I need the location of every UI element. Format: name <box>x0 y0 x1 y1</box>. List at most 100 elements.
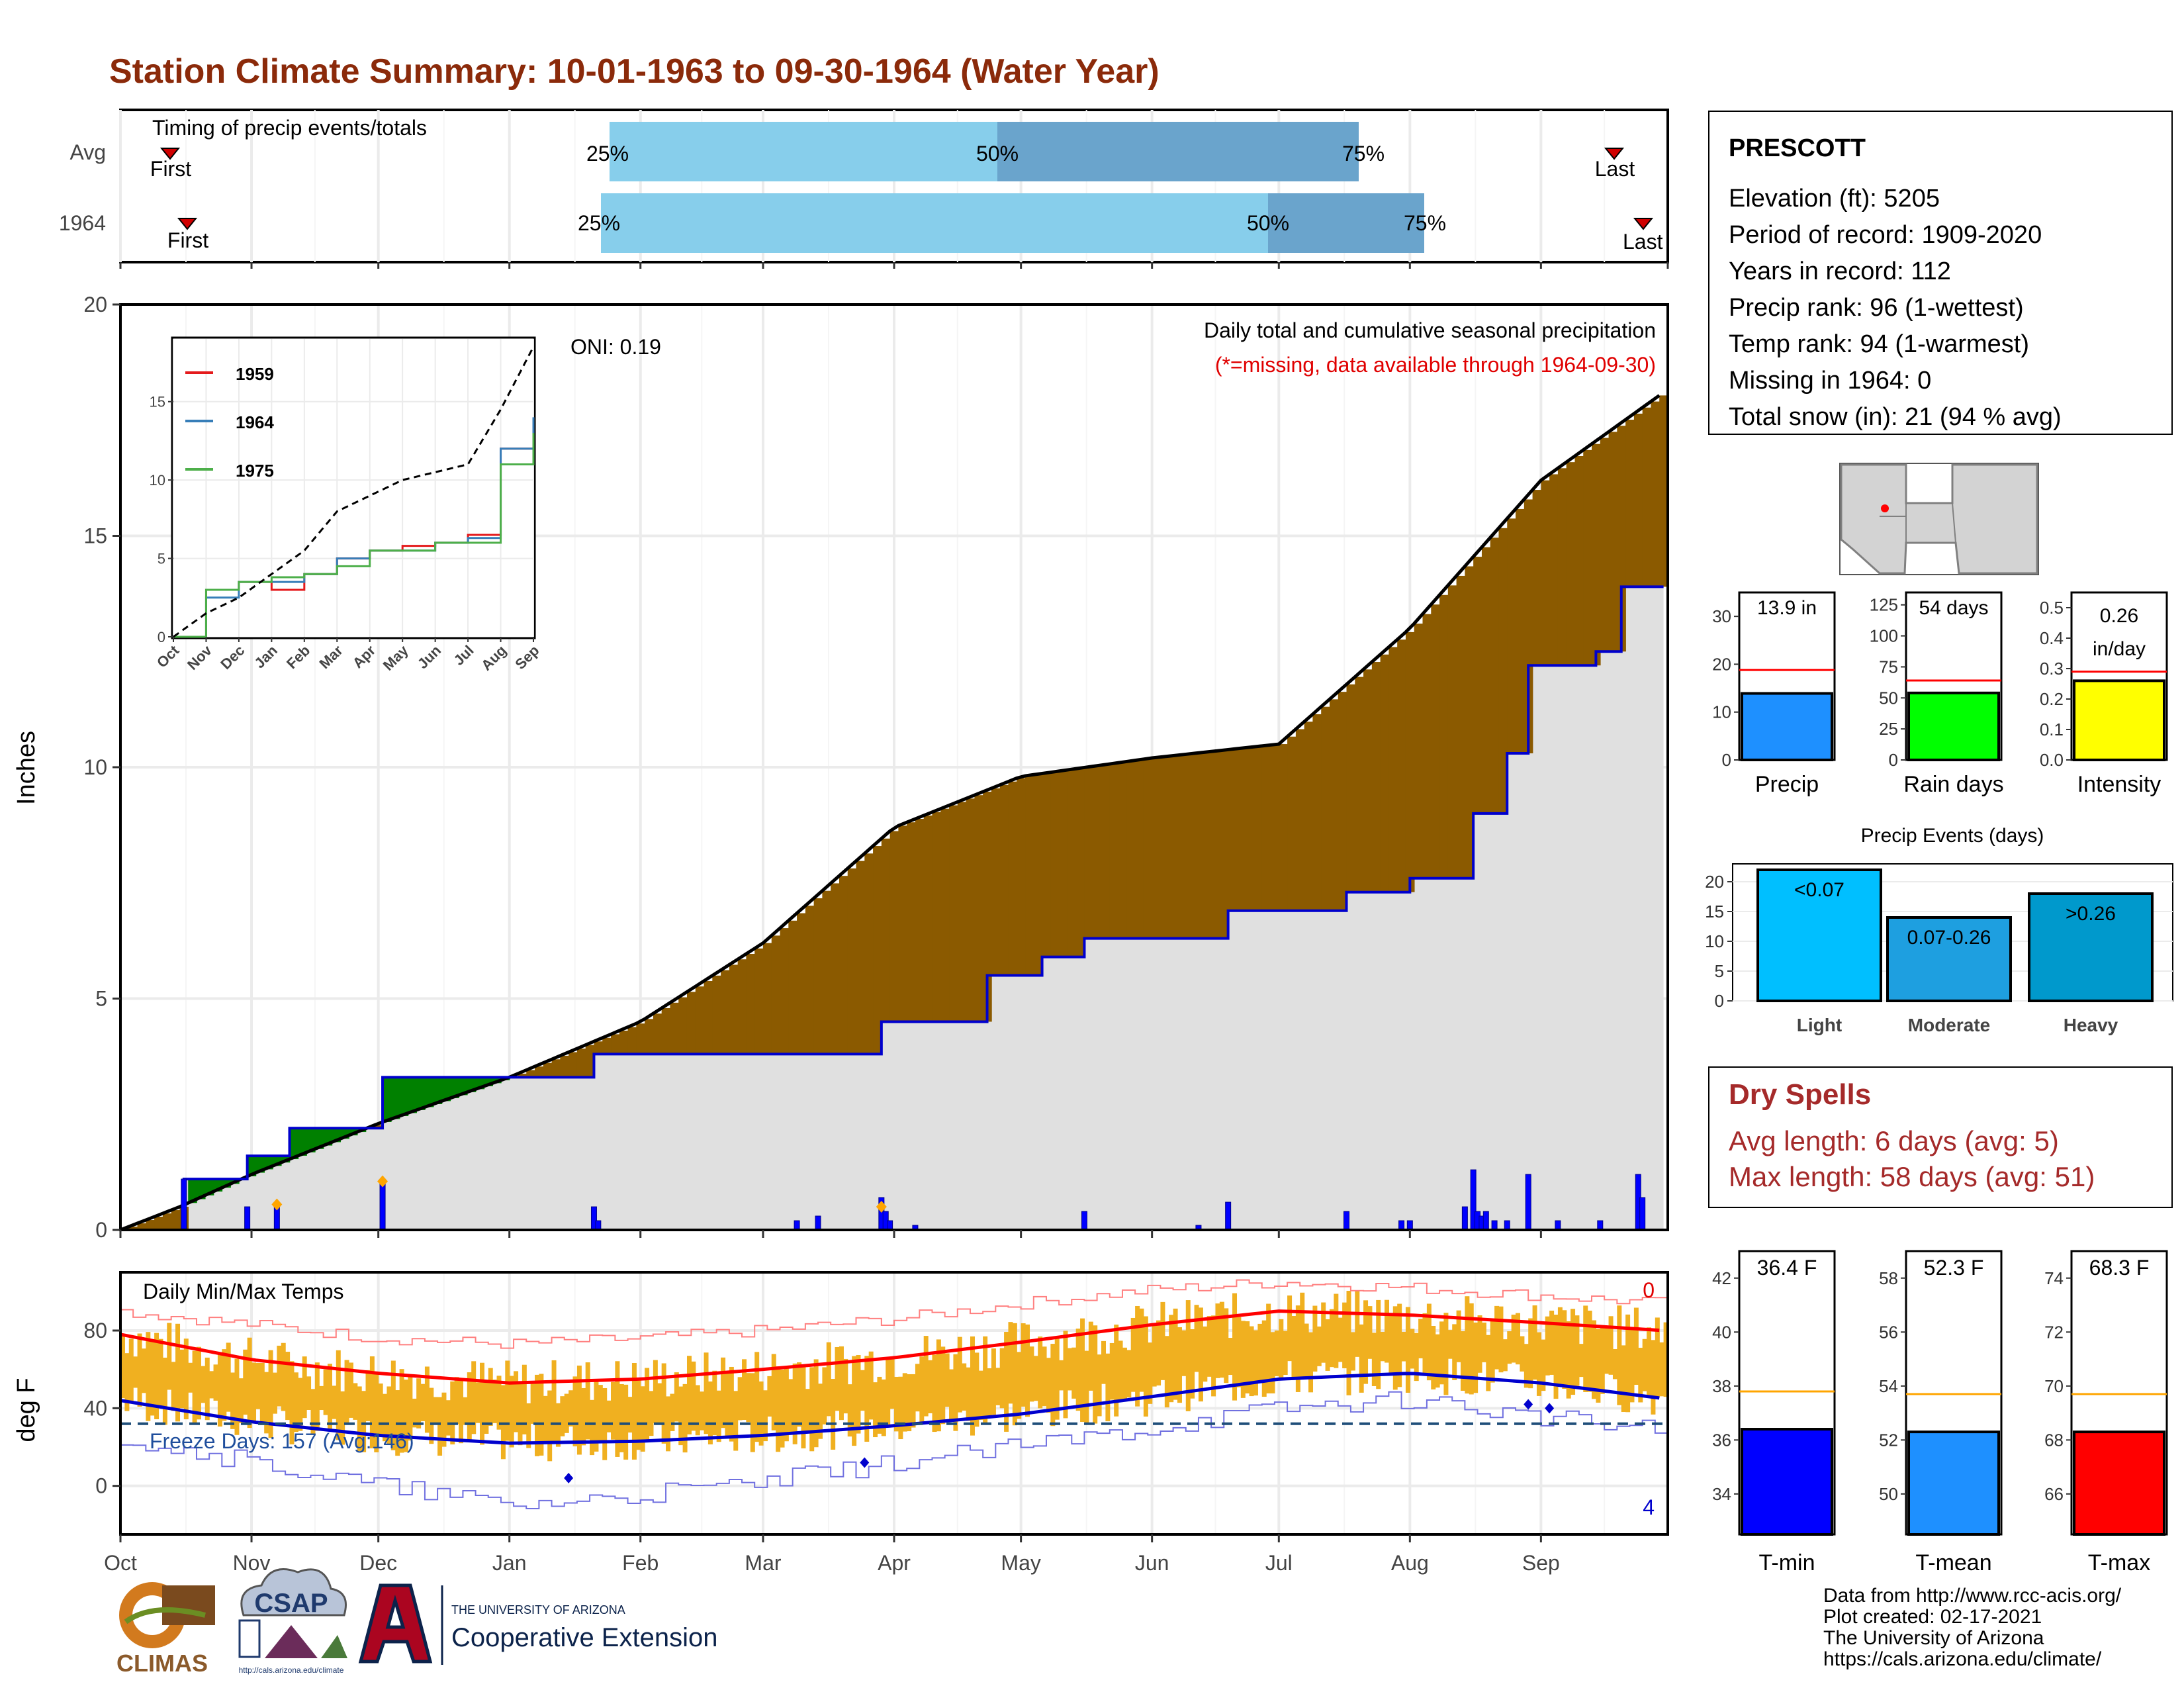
cumulative-diff-band <box>526 1070 535 1078</box>
cumulative-diff-band <box>289 1128 299 1160</box>
y-tick-label: 40 <box>83 1396 107 1420</box>
daily-temp-bar <box>957 1336 962 1413</box>
daily-temp-bar <box>826 1342 831 1417</box>
daily-temp-bar <box>1385 1299 1389 1363</box>
cumulative-diff-band <box>1101 765 1111 939</box>
temp-summary-tick-label: 42 <box>1712 1268 1731 1288</box>
daily-temp-bar <box>1054 1336 1060 1420</box>
daily-temp-bar <box>1261 1320 1267 1397</box>
daily-temp-bar <box>277 1345 282 1407</box>
daily-temp-bar <box>234 1358 240 1435</box>
daily-temp-bar <box>1139 1308 1144 1392</box>
cumulative-diff-band <box>1261 745 1271 911</box>
daily-temp-bar <box>175 1323 181 1422</box>
cumulative-diff-band <box>247 1156 257 1176</box>
record-low-marker <box>860 1457 870 1468</box>
cumulative-diff-band <box>374 1125 383 1129</box>
daily-temp-bar <box>1219 1301 1224 1378</box>
daily-temp-bar <box>569 1390 574 1427</box>
summary-bar-Intensity <box>2073 679 2165 762</box>
cumulative-diff-band <box>1388 647 1398 892</box>
daily-temp-bar <box>1494 1305 1500 1370</box>
daily-temp-bar <box>424 1366 430 1433</box>
summary-tick-label: 0.4 <box>2040 628 2064 648</box>
daily-temp-bar <box>518 1382 523 1446</box>
cumulative-diff-band <box>729 964 739 1055</box>
station-location-dot <box>1881 504 1889 512</box>
cumulative-diff-band <box>1541 480 1550 666</box>
daily-temp-bar <box>1295 1305 1300 1392</box>
y-tick-label: 20 <box>83 293 107 316</box>
daily-temp-bar <box>1651 1340 1656 1415</box>
timing-1964-p75: 75% <box>1404 211 1446 235</box>
daily-temp-bar <box>822 1367 827 1425</box>
daily-temp-bar <box>1473 1322 1479 1393</box>
daily-temp-bar <box>907 1374 912 1432</box>
daily-temp-bar <box>615 1361 620 1457</box>
daily-temp-bar <box>831 1379 836 1450</box>
daily-temp-bar <box>209 1371 214 1399</box>
timing-1964-first-marker <box>177 218 198 230</box>
summary-tick-label: 30 <box>1712 606 1731 626</box>
credits: Data from http://www.rcc-acis.org/ Plot … <box>1823 1585 2122 1670</box>
cumulative-diff-band <box>1203 752 1212 939</box>
daily-precip-bar <box>1081 1211 1087 1231</box>
daily-temp-bar <box>995 1368 1001 1405</box>
summary-category: Precip <box>1755 772 1819 797</box>
daily-temp-bar <box>505 1360 510 1441</box>
cumulative-diff-band <box>535 1066 544 1078</box>
station-elevation: Elevation (ft): 5205 <box>1729 185 1940 212</box>
daily-temp-bar <box>1511 1314 1516 1363</box>
daily-temp-bar <box>171 1362 176 1411</box>
cumulative-diff-band <box>1143 759 1153 939</box>
daily-temp-bar <box>310 1389 316 1434</box>
cumulative-diff-band <box>551 1059 561 1078</box>
daily-temp-bar <box>754 1352 760 1442</box>
daily-temp-bar <box>949 1369 954 1421</box>
daily-temp-bar <box>944 1353 950 1407</box>
timing-1964-p50: 50% <box>1247 211 1289 235</box>
daily-temp-bar <box>272 1372 277 1414</box>
events-bar-Light <box>1756 868 1882 1002</box>
cumulative-diff-band <box>1583 449 1592 666</box>
daily-temp-bar <box>881 1379 886 1436</box>
daily-temp-bar <box>188 1362 193 1393</box>
daily-temp-bar <box>1169 1315 1174 1403</box>
cumulative-diff-band <box>1592 444 1601 666</box>
cumulative-diff-band <box>1126 761 1136 939</box>
daily-temp-bar <box>1033 1356 1038 1401</box>
cumulative-diff-band <box>746 954 755 1055</box>
cumulative-diff-band <box>1524 499 1533 754</box>
daily-temp-bar <box>797 1362 802 1427</box>
daily-temp-bar <box>467 1372 472 1441</box>
station-precip-rank: Precip rank: 96 (1-wettest) <box>1729 294 2024 322</box>
series-1964-line <box>120 585 1664 1231</box>
daily-temp-bar <box>1397 1303 1402 1387</box>
timing-avg-first-marker <box>159 148 181 160</box>
daily-temp-bar <box>387 1386 392 1444</box>
daily-temp-bar <box>911 1374 916 1428</box>
daily-temp-bar <box>137 1333 142 1407</box>
daily-temp-bar <box>932 1354 937 1432</box>
cumulative-diff-band <box>1017 778 1026 976</box>
daily-temp-bar <box>966 1367 971 1421</box>
timing-1964-last-marker <box>1633 218 1654 230</box>
daily-temp-bar <box>1004 1332 1009 1432</box>
daily-temp-bar <box>1346 1290 1351 1395</box>
daily-temp-bar <box>1422 1313 1428 1374</box>
cumulative-diff-band <box>576 1049 586 1078</box>
daily-temp-bar <box>1401 1331 1406 1362</box>
daily-temp-bar <box>496 1376 502 1430</box>
daily-temp-bar <box>1249 1326 1254 1397</box>
daily-temp-bar <box>640 1386 645 1452</box>
daily-temp-bar <box>1245 1321 1250 1394</box>
daily-temp-bar <box>1093 1325 1098 1424</box>
daily-temp-bar <box>1600 1327 1605 1394</box>
daily-temp-bar <box>877 1376 882 1434</box>
daily-temp-bar <box>771 1354 776 1430</box>
cumulative-diff-band <box>1566 462 1576 666</box>
daily-temp-bar <box>1173 1308 1178 1400</box>
cumulative-diff-band <box>1642 407 1652 587</box>
inset-legend-1959: 1959 <box>236 364 274 384</box>
y-tick-label: 0 <box>95 1218 107 1242</box>
